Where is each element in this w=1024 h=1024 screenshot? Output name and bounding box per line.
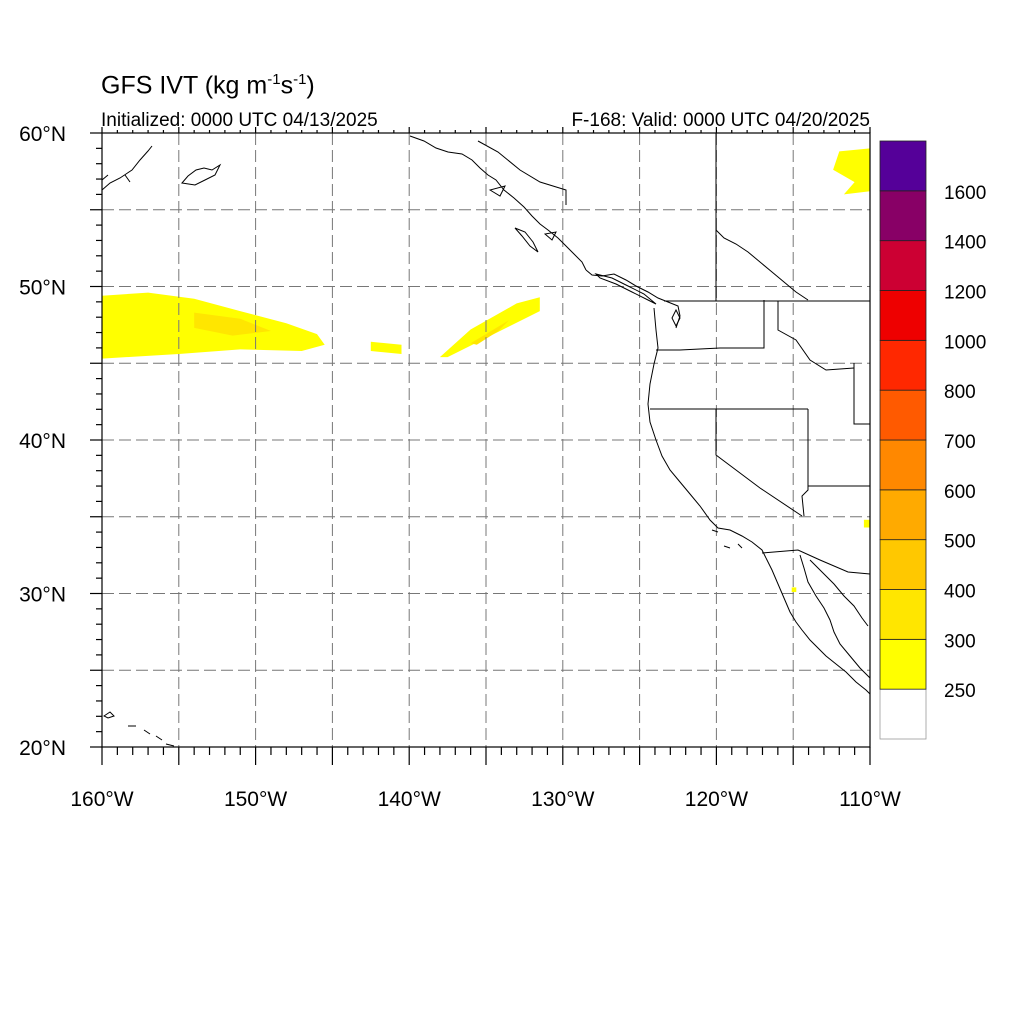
lon-tick-label: 130°W [531, 788, 594, 811]
political-borders-layer [477, 133, 871, 575]
baja-west-coast [765, 557, 871, 695]
wy-box-border [853, 363, 870, 425]
axis-label-layer: 160°W 150°W 140°W 130°W 120°W 110°W 60°N 50°N 40… [19, 123, 901, 811]
colorbar-label: 1200 [944, 283, 986, 304]
alaska-gulf-coast [409, 135, 587, 271]
colorbar-label: 700 [944, 432, 976, 453]
west-coast-conus [647, 307, 767, 559]
ivt-region-northeast [833, 148, 870, 195]
colorbar-swatch [879, 688, 927, 740]
colorbar-label: 1000 [944, 332, 986, 353]
graticule-layer [102, 133, 870, 747]
coastline-layer [101, 135, 871, 747]
mainland-mexico-coast [809, 559, 869, 627]
ca-nv-border [715, 409, 803, 517]
lon-tick-label: 120°W [685, 788, 748, 811]
bc-coast [585, 269, 681, 329]
lat-tick-label: 20°N [19, 737, 66, 760]
puget-sound [671, 308, 681, 328]
nv-az-border [801, 409, 809, 517]
colorbar-label: 400 [944, 582, 976, 603]
lon-tick-label: 110°W [839, 788, 901, 811]
baja-peninsula-east [799, 554, 871, 679]
hawaii-islands [103, 711, 175, 747]
us-mexico-border [761, 549, 871, 575]
colorbar-swatch [879, 290, 927, 341]
vancouver-island [594, 273, 657, 305]
colorbar-label: 500 [944, 532, 976, 553]
colorbar-label: 1600 [944, 183, 986, 204]
hudson-bay-area-coast [715, 229, 809, 301]
colorbar-swatch [879, 389, 927, 441]
figure-title: GFS IVT (kg m-1s-1) [101, 71, 315, 100]
id-mt-border [777, 301, 855, 371]
southeast-alaska-islands [488, 185, 557, 253]
ivt-region-southwest-dot [863, 519, 870, 528]
wa-or-border [656, 300, 765, 351]
colorbar-swatch [879, 140, 927, 192]
lat-tick-label: 60°N [19, 123, 66, 146]
colorbar-swatch [879, 589, 927, 640]
kodiak-island-coast [181, 163, 222, 186]
colorbar-swatch [879, 339, 927, 391]
ivt-region-mid-pacific-small [370, 341, 402, 354]
colorbar-swatch [879, 539, 927, 590]
initialized-time-label: Initialized: 0000 UTC 04/13/2025 [101, 110, 378, 131]
colorbar-label: 250 [944, 681, 976, 702]
ivt-region-west-pacific-core [194, 312, 271, 336]
colorbar-label: 600 [944, 482, 976, 503]
lat-tick-label: 30°N [19, 584, 66, 607]
lon-tick-label: 140°W [378, 788, 441, 811]
lat-tick-label: 40°N [19, 430, 66, 453]
valid-time-label: F-168: Valid: 0000 UTC 04/20/2025 [571, 110, 870, 131]
ivt-fill-layer [102, 148, 870, 592]
colorbar-label: 800 [944, 382, 976, 403]
colorbar-swatch [879, 638, 927, 690]
colorbar-swatch [879, 240, 927, 291]
lat-tick-label: 50°N [19, 277, 66, 300]
colorbar-label: 1400 [944, 233, 986, 254]
alaska-canada-border [477, 140, 567, 205]
colorbar-legend: 250 300 400 500 600 700 800 1000 1200 1400 1600 [879, 140, 986, 740]
colorbar-swatch [879, 439, 927, 491]
colorbar-swatch [879, 190, 927, 242]
lon-tick-label: 160°W [70, 788, 133, 811]
ivt-region-baja-dot [791, 587, 797, 592]
colorbar-swatch [879, 489, 927, 541]
colorbar-label: 300 [944, 631, 976, 652]
ivt-region-central-pacific [439, 297, 540, 358]
map-axes [90, 127, 871, 765]
alaska-peninsula-coast [101, 145, 153, 191]
lon-tick-label: 150°W [224, 788, 287, 811]
ivt-region-central-pacific-core [470, 320, 509, 345]
channel-islands [711, 529, 743, 549]
